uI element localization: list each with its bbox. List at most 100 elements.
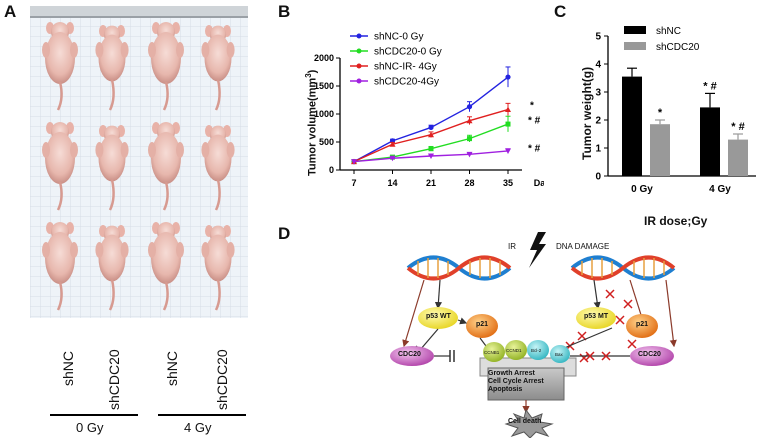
x-tick-label: 7 — [351, 178, 356, 188]
significance-marker: * # — [703, 80, 716, 92]
outcome-apoptosis: Apoptosis — [488, 386, 523, 393]
ir-label: IR — [508, 242, 516, 251]
outcome-text: Growth Arrest Cell Cycle Arrest Apoptosi… — [488, 370, 564, 394]
bar — [650, 124, 670, 176]
legend-label: shNC — [656, 26, 681, 37]
p21-right-label: p21 — [636, 321, 649, 328]
ccnb1-node — [483, 342, 505, 362]
mouse-photo-illustration — [30, 6, 248, 318]
data-point — [428, 131, 434, 138]
tumor-weight-xlabel: IR dose;Gy — [644, 214, 708, 228]
data-point — [428, 146, 434, 152]
x-axis-label: Day — [534, 178, 544, 188]
data-point — [389, 141, 396, 147]
panel-a-label: A — [4, 2, 17, 21]
significance-marker: * # — [528, 116, 541, 127]
bar — [700, 107, 720, 176]
significance-marker: * # — [731, 121, 744, 133]
ccnd1-label: CCND1 — [506, 348, 522, 353]
p21-left-node — [466, 314, 498, 338]
ccnd1-node — [505, 340, 527, 360]
x-tick-label: 14 — [387, 178, 397, 188]
data-point — [466, 104, 473, 110]
p53-mt-label: p53 MT — [584, 313, 609, 320]
dose-bar-4gy — [158, 414, 246, 416]
legend-label: shNC-0 Gy — [374, 32, 423, 43]
legend-marker — [356, 33, 362, 39]
legend-label: shCDC20 — [656, 42, 700, 53]
y-tick-label: 4 — [595, 60, 601, 71]
data-point — [351, 159, 357, 165]
p53-wt-node — [418, 307, 458, 329]
legend-swatch — [624, 42, 646, 50]
tumor-weight-chart: 0 1 2 3 4 5 0 Gy 4 Gy * * # * # shNC shCDC20 — [595, 26, 756, 195]
y-tick-label: 0 — [329, 165, 334, 175]
y-tick-label: 1 — [595, 144, 601, 155]
ccnb1-label: CCNB1 — [484, 350, 500, 355]
data-point — [428, 124, 434, 131]
x-tick-label: 35 — [503, 178, 513, 188]
data-point — [466, 117, 473, 124]
data-point — [505, 121, 511, 127]
significance-marker: * — [530, 101, 534, 112]
x-tick-label: 0 Gy — [631, 184, 653, 195]
pathway-illustration — [390, 232, 677, 439]
legend-label: shNC-IR- 4Gy — [374, 62, 437, 73]
x-tick-label: 4 Gy — [709, 184, 731, 195]
y-tick-label: 3 — [595, 88, 601, 99]
bar — [728, 139, 748, 176]
legend-swatch — [624, 26, 646, 34]
y-tick-label: 2 — [595, 116, 601, 127]
cell-death-label: Cell death — [508, 418, 542, 425]
outcome-growth-arrest: Growth Arrest — [488, 370, 535, 377]
data-point — [467, 136, 472, 142]
bax-label: Bax — [555, 352, 563, 357]
bcl2-label: Bcl-2 — [531, 348, 542, 353]
bar — [622, 76, 642, 176]
lightning-icon — [529, 232, 546, 268]
data-point — [428, 153, 434, 159]
y-tick-label: 1000 — [314, 109, 334, 119]
outcome-cell-cycle-arrest: Cell Cycle Arrest — [488, 378, 544, 385]
legend-marker — [356, 63, 362, 69]
significance-marker: * # — [528, 144, 541, 155]
data-point — [389, 155, 396, 162]
y-tick-label: 500 — [319, 137, 334, 147]
legend-marker — [356, 78, 362, 84]
cdc20-left-node — [390, 346, 434, 366]
panel-b-label: B — [278, 2, 291, 21]
tumor-volume-chart: 0 500 1000 1500 2000 7 14 21 28 35 Day shNC-0 Gy shC… — [314, 32, 544, 189]
x-tick-label: 28 — [464, 178, 474, 188]
p21-left-label: p21 — [476, 321, 489, 328]
legend-label: shCDC20-4Gy — [374, 77, 439, 88]
legend-label: shCDC20-0 Gy — [374, 47, 442, 58]
p21-right-node — [626, 314, 658, 338]
dose-label-0gy: 0 Gy — [76, 420, 104, 435]
p53-mt-node — [576, 307, 616, 329]
bax-node — [550, 345, 570, 363]
dna-helix-left — [406, 255, 512, 281]
cdc20-right-label: CDC20 — [638, 351, 661, 358]
x-tick-label: 21 — [426, 178, 436, 188]
y-tick-label: 2000 — [314, 53, 334, 63]
data-point — [505, 106, 511, 113]
panel-d-label: D — [278, 224, 291, 243]
cdc20-left-label: CDC20 — [398, 351, 421, 358]
dna-helix-right — [570, 255, 676, 281]
outcome-box — [487, 367, 565, 401]
data-point — [505, 74, 511, 80]
data-point — [466, 151, 473, 158]
dna-damage-label: DNA DAMAGE — [556, 242, 610, 251]
dose-bar-0gy — [50, 414, 138, 416]
panel-c-label: C — [554, 2, 567, 21]
y-tick-label: 0 — [595, 172, 601, 183]
cdc20-right-node — [630, 346, 674, 366]
mouse-photo — [30, 6, 248, 318]
legend-marker — [356, 48, 362, 54]
significance-marker: * — [658, 107, 663, 119]
y-tick-label: 5 — [595, 32, 601, 43]
dose-label-4gy: 4 Gy — [184, 420, 212, 435]
pathway-diagram — [380, 228, 710, 439]
bcl2-node — [527, 340, 549, 360]
data-point — [505, 148, 511, 154]
